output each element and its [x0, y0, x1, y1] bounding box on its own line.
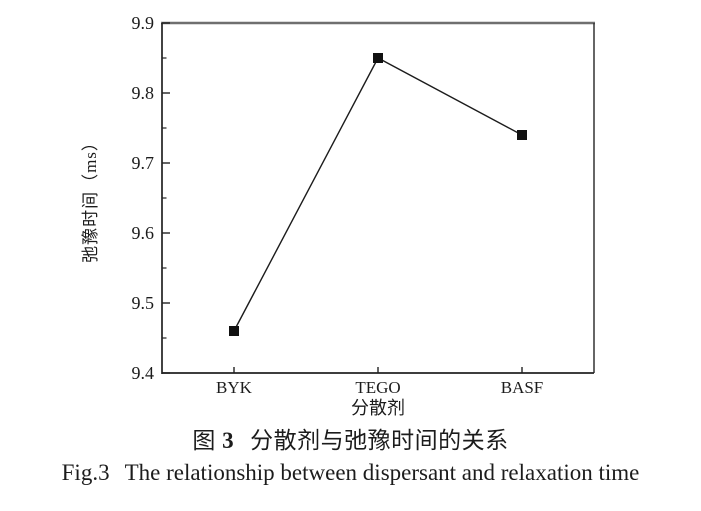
figure-title-en: The relationship between dispersant and … — [124, 459, 640, 485]
x-axis-tick-label: BYK — [216, 378, 253, 397]
x-axis-tick-label: TEGO — [355, 378, 400, 397]
data-point-marker — [373, 53, 383, 63]
figure-title-cn: 分散剂与弛豫时间的关系 — [250, 428, 509, 453]
chart-canvas: 9.4 9.5 9.6 9.7 9.8 9.9 BYK TEGO BASF 分散剂 弛豫时间（ms） — [81, 13, 595, 418]
y-axis-tick-label: 9.4 — [132, 363, 155, 383]
figure-label-cn-char: 图 — [192, 428, 216, 453]
y-axis-title: 弛豫时间（ms） — [81, 133, 100, 263]
caption-english: Fig.3 The relationship between dispersant… — [0, 459, 701, 488]
figure-number-cn: 3 — [222, 428, 235, 453]
data-line — [233, 57, 523, 332]
y-axis-tick-label: 9.6 — [132, 223, 155, 243]
y-axis-tick-label: 9.7 — [132, 153, 155, 173]
y-axis-tick-label: 9.9 — [132, 13, 155, 33]
x-axis-title: 分散剂 — [351, 398, 405, 418]
data-point-marker — [517, 130, 527, 140]
data-point-marker — [229, 326, 239, 336]
y-axis-tick-label: 9.8 — [132, 83, 155, 103]
caption-chinese: 图 3 分散剂与弛豫时间的关系 — [0, 427, 701, 456]
x-axis-tick-label: BASF — [501, 378, 544, 397]
y-axis-tick-label: 9.5 — [132, 293, 155, 313]
figure-label-cn: 图 3 — [192, 428, 234, 453]
figure-label-en: Fig.3 — [61, 459, 110, 485]
